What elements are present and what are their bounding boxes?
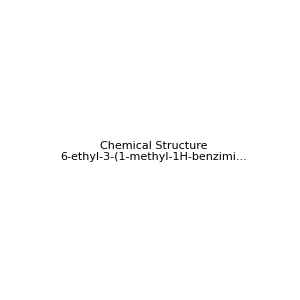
Text: Chemical Structure
6-ethyl-3-(1-methyl-1H-benzimi...: Chemical Structure 6-ethyl-3-(1-methyl-1… (60, 141, 247, 162)
